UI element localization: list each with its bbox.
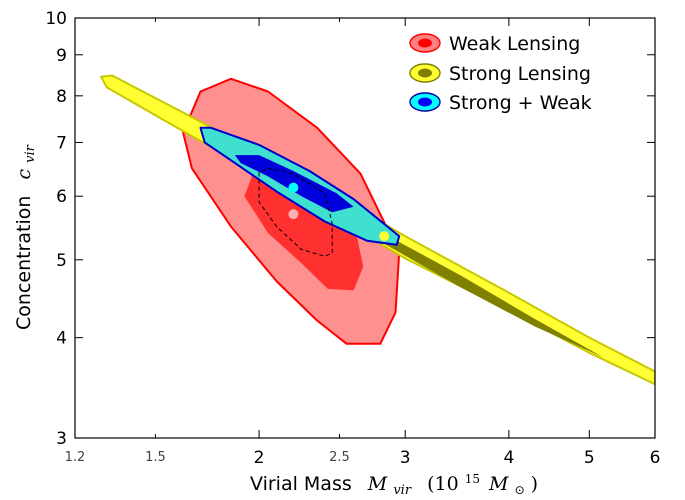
x-axis-unit-sub: ⊙ [515, 483, 525, 497]
x-axis-label: Virial Mass M vir (10 15 M ⊙ ) [250, 466, 538, 499]
y-tick-label: 8 [56, 87, 67, 107]
legend: Weak Lensing Strong Lensing Strong + Wea… [409, 33, 592, 114]
legend-label-strong-weak: Strong + Weak [449, 92, 592, 114]
x-tick-label: 4 [503, 448, 514, 468]
best-fit-point-strong-lensing [379, 231, 390, 242]
y-axis-label-text: Concentration [13, 196, 35, 330]
legend-item-strong-lensing: Strong Lensing [409, 63, 591, 85]
x-axis-symbol: M [367, 473, 388, 495]
x-axis-unit-suffix: ) [531, 473, 538, 495]
plot-frame [74, 17, 656, 439]
x-axis-unit-prefix: (10 [427, 473, 459, 495]
x-minor-tick-label: 1.2 [65, 450, 86, 465]
legend-label-strong-lensing: Strong Lensing [449, 63, 591, 85]
x-axis-unit-exp: 15 [465, 472, 480, 486]
x-minor-tick-label: 1.5 [145, 450, 166, 465]
y-tick-label: 5 [56, 251, 67, 271]
y-tick-label: 4 [56, 329, 67, 349]
legend-item-strong-weak: Strong + Weak [409, 92, 592, 114]
legend-swatch-inner-strong-weak [418, 97, 432, 107]
y-axis-symbol-sub: vir [23, 144, 38, 163]
best-fit-point-strong-weak [288, 182, 299, 193]
x-tick-label: 3 [400, 448, 411, 468]
y-tick-label: 9 [56, 46, 67, 66]
point-layer [288, 182, 390, 242]
y-tick-label: 3 [56, 429, 67, 449]
y-tick-label: 10 [45, 9, 67, 29]
contour-strong-lensing-inner [293, 180, 604, 358]
best-fit-point-weak-lensing [288, 209, 299, 220]
legend-label-weak-lensing: Weak Lensing [449, 33, 580, 55]
axis-ticks: 2 3 4 5 6 1.2 1.5 2.5 3 4 5 6 7 8 9 10 [45, 9, 660, 468]
x-tick-label: 2 [254, 448, 265, 468]
y-tick-label: 6 [56, 187, 67, 207]
x-minor-tick-label: 2.5 [329, 450, 350, 465]
x-axis-symbol-sub: vir [393, 483, 412, 498]
legend-swatch-inner-strong-lensing [418, 68, 432, 78]
legend-item-weak-lensing: Weak Lensing [409, 33, 580, 55]
x-tick-label: 6 [650, 448, 661, 468]
y-axis-label: Concentration c vir [13, 144, 38, 330]
x-axis-unit-symbol: M [488, 473, 509, 495]
y-axis-symbol: c [13, 169, 35, 180]
x-tick-label: 5 [584, 448, 595, 468]
y-tick-label: 7 [56, 133, 67, 153]
x-axis-label-text: Virial Mass [250, 473, 352, 495]
legend-swatch-inner-weak-lensing [418, 38, 432, 48]
contour-weak-lensing-dashed-outline [258, 167, 333, 257]
